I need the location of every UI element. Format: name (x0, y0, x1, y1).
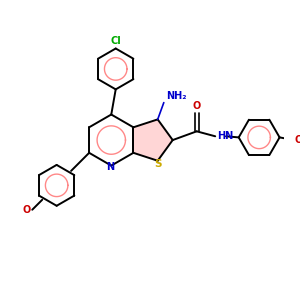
Text: N: N (106, 162, 114, 172)
Text: NH₂: NH₂ (166, 91, 186, 101)
Polygon shape (134, 119, 173, 161)
Text: O: O (22, 205, 31, 215)
Text: HN: HN (217, 131, 233, 141)
Text: O: O (193, 101, 201, 111)
Text: S: S (154, 159, 161, 169)
Text: Cl: Cl (110, 36, 121, 46)
Text: O: O (295, 135, 300, 145)
